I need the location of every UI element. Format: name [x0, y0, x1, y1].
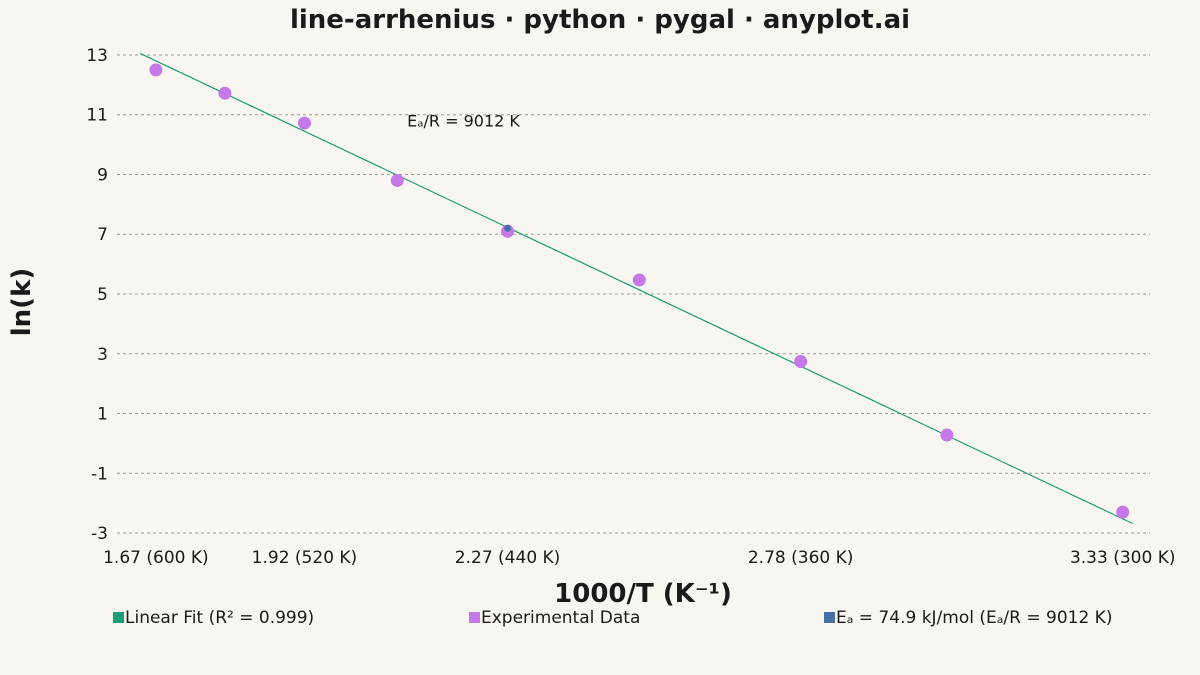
activation-energy-marker — [504, 224, 512, 232]
data-point — [632, 273, 646, 287]
annotation-layer: Eₐ/R = 9012 K — [407, 112, 520, 131]
legend-swatch — [469, 612, 480, 623]
y-tick-label: 11 — [86, 106, 108, 126]
legend-swatch — [824, 612, 835, 623]
data-point — [297, 116, 311, 130]
y-tick-label: 5 — [97, 285, 108, 305]
y-tick-label: 3 — [97, 345, 108, 365]
legend-label: Eₐ = 74.9 kJ/mol (Eₐ/R = 9012 K) — [836, 608, 1112, 628]
x-tick-label: 2.78 (360 K) — [748, 548, 854, 568]
legend-swatch — [113, 612, 124, 623]
y-tick-label: -3 — [91, 524, 108, 544]
grid-layer — [117, 54, 1150, 534]
y-tick-label: 13 — [86, 46, 108, 66]
fit-line — [139, 52, 1133, 525]
x-tick-label: 1.92 (520 K) — [252, 548, 358, 568]
legend: Linear Fit (R² = 0.999) Experimental Data… — [113, 608, 1112, 628]
x-tick-label: 2.27 (440 K) — [455, 548, 561, 568]
legend-label: Experimental Data — [481, 608, 640, 628]
x-tick-labels: 1.67 (600 K) 1.92 (520 K) 2.27 (440 K) 2.78… — [103, 548, 1175, 568]
y-tick-label: 1 — [97, 405, 108, 425]
y-tick-label: -1 — [91, 464, 108, 484]
series-layer — [139, 52, 1133, 525]
y-tick-label: 7 — [97, 225, 108, 245]
x-tick-label: 3.33 (300 K) — [1070, 548, 1176, 568]
data-point — [1116, 505, 1130, 519]
chart-title: line-arrhenius · python · pygal · anyplo… — [290, 5, 910, 35]
y-axis-title: ln(k) — [7, 268, 37, 336]
data-point — [149, 63, 163, 77]
data-point — [940, 428, 954, 442]
x-tick-label: 1.67 (600 K) — [103, 548, 209, 568]
y-tick-label: 9 — [97, 165, 108, 185]
y-tick-labels: 13 11 9 7 5 3 1 -1 -3 — [86, 46, 108, 544]
slope-annotation: Eₐ/R = 9012 K — [407, 112, 520, 131]
data-point — [794, 355, 808, 369]
data-point — [218, 86, 232, 100]
legend-label: Linear Fit (R² = 0.999) — [125, 608, 314, 628]
x-axis-title: 1000/T (K⁻¹) — [554, 579, 732, 609]
data-point — [390, 173, 404, 187]
